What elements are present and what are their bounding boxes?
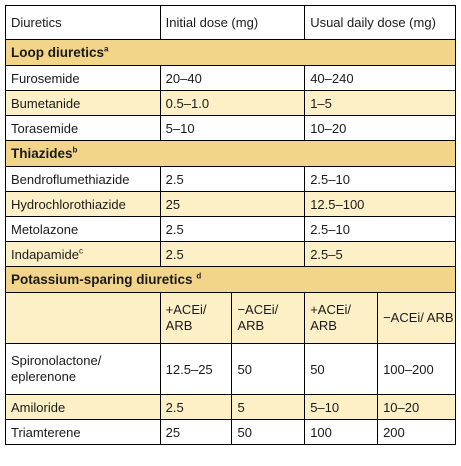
initial-dose: 20–40 <box>159 65 306 91</box>
drug-name: Spironolactone/ eplerenone <box>5 343 161 395</box>
section-title: Loop diureticsa <box>5 39 456 66</box>
table-row: Metolazone 2.5 2.5–10 <box>5 216 456 242</box>
section-row-potassium-sparing: Potassium-sparing diuretics d <box>5 266 456 293</box>
section-title: Potassium-sparing diuretics d <box>5 266 456 293</box>
section-title: Thiazidesb <box>5 140 456 167</box>
initial-dose: 2.5 <box>159 216 306 242</box>
dose-value: 100 <box>304 419 379 445</box>
subheader-row: +ACEi/ ARB −ACEi/ ARB +ACEi/ ARB −ACEi/ … <box>5 292 456 344</box>
table-row: Triamterene 25 50 100 200 <box>5 419 456 445</box>
subheader-without-acei-arb: −ACEi/ ARB <box>231 292 306 344</box>
usual-dose: 2.5–5 <box>304 241 456 267</box>
dose-value: 25 <box>159 419 233 445</box>
initial-dose: 2.5 <box>159 241 306 267</box>
drug-name: Torasemide <box>5 115 161 141</box>
diuretics-table: Diuretics Initial dose (mg) Usual daily … <box>5 5 456 445</box>
table-row: Amiloride 2.5 5 5–10 10–20 <box>5 394 456 420</box>
usual-dose: 2.5–10 <box>304 166 456 192</box>
dose-value: 5 <box>231 394 306 420</box>
dose-value: 200 <box>377 419 456 445</box>
table-row: Spironolactone/ eplerenone 12.5–25 50 50… <box>5 343 456 395</box>
drug-name: Bumetanide <box>5 90 161 116</box>
dose-value: 2.5 <box>159 394 233 420</box>
subheader-with-acei-arb: +ACEi/ ARB <box>159 292 233 344</box>
header-initial-dose: Initial dose (mg) <box>159 5 306 40</box>
subheader-with-acei-arb: +ACEi/ ARB <box>304 292 379 344</box>
usual-dose: 1–5 <box>304 90 456 116</box>
initial-dose: 25 <box>159 191 306 217</box>
header-diuretics: Diuretics <box>5 5 161 40</box>
section-row-thiazides: Thiazidesb <box>5 140 456 167</box>
usual-dose: 10–20 <box>304 115 456 141</box>
drug-name: Triamterene <box>5 419 161 445</box>
dose-value: 50 <box>231 343 306 395</box>
table-row: Bumetanide 0.5–1.0 1–5 <box>5 90 456 116</box>
table-row: Torasemide 5–10 10–20 <box>5 115 456 141</box>
dose-value: 50 <box>304 343 379 395</box>
header-usual-daily-dose: Usual daily dose (mg) <box>304 5 456 40</box>
usual-dose: 12.5–100 <box>304 191 456 217</box>
table-row: Furosemide 20–40 40–240 <box>5 65 456 91</box>
table-row: Hydrochlorothiazide 25 12.5–100 <box>5 191 456 217</box>
usual-dose: 40–240 <box>304 65 456 91</box>
drug-name: Amiloride <box>5 394 161 420</box>
subheader-without-acei-arb: −ACEi/ ARB <box>377 292 456 344</box>
table-row: Bendroflumethiazide 2.5 2.5–10 <box>5 166 456 192</box>
initial-dose: 2.5 <box>159 166 306 192</box>
dose-value: 50 <box>231 419 306 445</box>
dose-value: 100–200 <box>377 343 456 395</box>
table-row: Indapamidec 2.5 2.5–5 <box>5 241 456 267</box>
blank-cell <box>5 292 161 344</box>
drug-name: Metolazone <box>5 216 161 242</box>
usual-dose: 2.5–10 <box>304 216 456 242</box>
drug-name: Bendroflumethiazide <box>5 166 161 192</box>
drug-name: Furosemide <box>5 65 161 91</box>
initial-dose: 0.5–1.0 <box>159 90 306 116</box>
drug-name: Hydrochlorothiazide <box>5 191 161 217</box>
dose-value: 12.5–25 <box>159 343 233 395</box>
header-row: Diuretics Initial dose (mg) Usual daily … <box>5 5 456 40</box>
dose-value: 5–10 <box>304 394 379 420</box>
initial-dose: 5–10 <box>159 115 306 141</box>
dose-value: 10–20 <box>377 394 456 420</box>
section-row-loop-diuretics: Loop diureticsa <box>5 39 456 66</box>
drug-name: Indapamidec <box>5 241 161 267</box>
